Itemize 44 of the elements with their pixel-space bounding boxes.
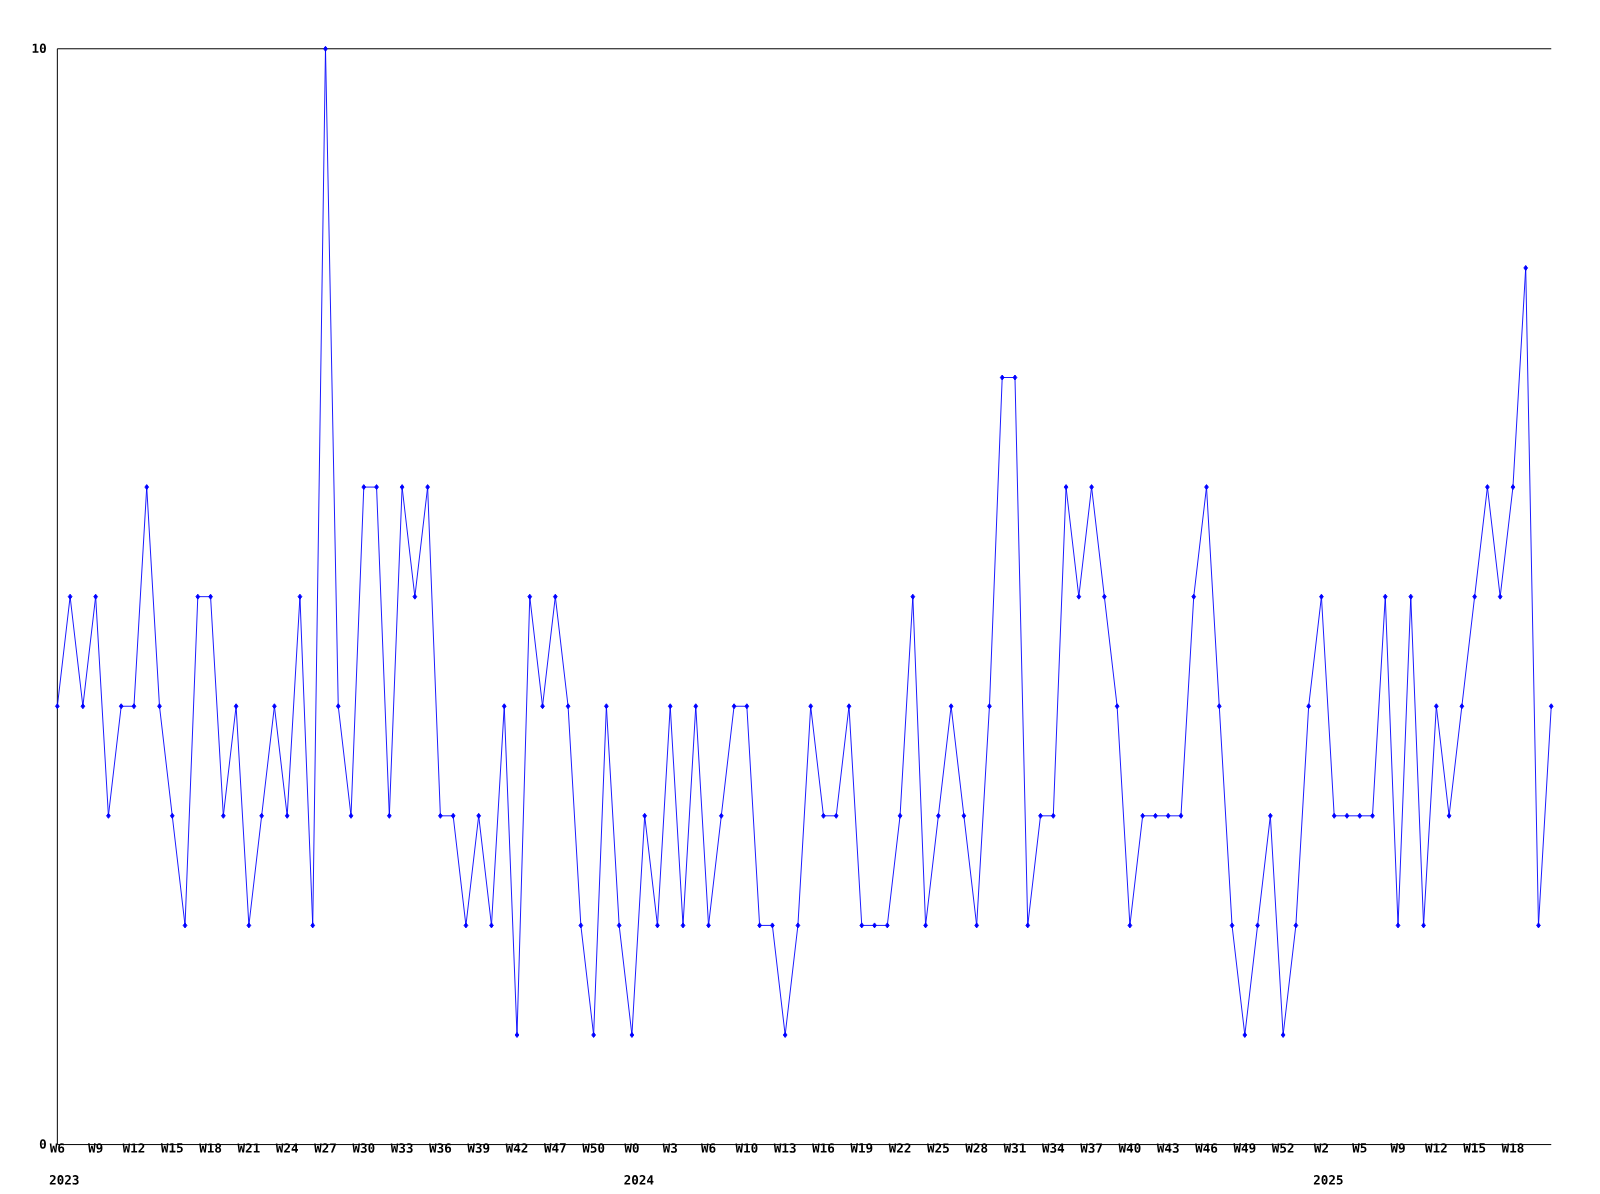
x-tick-label: W15: [160, 1143, 183, 1153]
x-tick-label: W30: [352, 1143, 375, 1153]
x-tick-label: W10: [735, 1143, 758, 1153]
x-tick-label: W43: [1156, 1143, 1179, 1153]
x-tick-label: W37: [1080, 1143, 1103, 1153]
x-tick-label: W6: [700, 1143, 716, 1153]
x-tick-label: W49: [1233, 1143, 1256, 1153]
text: 2023: [49, 1174, 79, 1185]
x-tick-label: W21: [237, 1143, 260, 1153]
x-tick-label: W39: [467, 1143, 490, 1153]
x-tick-label: W9: [88, 1143, 103, 1153]
x-tick-label: W46: [1195, 1143, 1218, 1153]
x-tick-label: W24: [275, 1143, 298, 1153]
x-tick-label: W15: [1463, 1143, 1486, 1153]
x-tick-label: W5: [1352, 1143, 1367, 1153]
x-tick-label: W9: [1390, 1143, 1405, 1153]
y-tick-label: 0: [39, 1139, 46, 1149]
x-tick-label: W13: [773, 1143, 796, 1153]
x-tick-label: W25: [927, 1143, 949, 1153]
x-tick-label: W40: [1118, 1143, 1141, 1153]
x-tick-label: W18: [1501, 1143, 1524, 1153]
x-tick-label: W31: [1003, 1143, 1026, 1153]
y-tick-label: 10: [32, 43, 46, 53]
x-tick-label: W12: [1424, 1143, 1447, 1153]
x-tick-label: W6: [49, 1143, 65, 1153]
x-tick-label: W2: [1313, 1143, 1328, 1153]
x-tick-label: W34: [1041, 1143, 1065, 1153]
x-tick-label: W47: [543, 1143, 566, 1153]
x-tick-label: W12: [122, 1143, 145, 1153]
x-tick-label: W50: [582, 1143, 605, 1153]
text: 2025: [1313, 1174, 1343, 1185]
x-tick-label: W16: [812, 1143, 835, 1153]
text: 2024: [624, 1174, 654, 1185]
x-tick-label: W27: [314, 1143, 336, 1153]
x-tick-label: W22: [888, 1143, 911, 1153]
x-tick-label: W0: [624, 1143, 639, 1153]
x-tick-label: W36: [429, 1143, 452, 1153]
x-tick-label: W33: [390, 1143, 413, 1153]
x-tick-label: W42: [505, 1143, 528, 1153]
x-tick-label: W19: [850, 1143, 873, 1153]
x-tick-label: W3: [662, 1143, 678, 1153]
x-tick-label: W52: [1271, 1143, 1294, 1153]
x-tick-label: W28: [965, 1143, 988, 1153]
x-tick-label: W18: [199, 1143, 222, 1153]
